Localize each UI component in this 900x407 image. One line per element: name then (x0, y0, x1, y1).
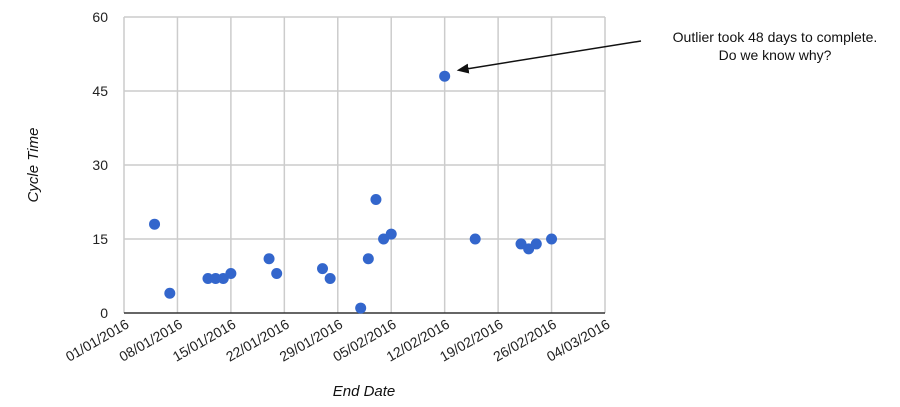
y-tick-label: 60 (92, 9, 108, 25)
data-point (317, 263, 329, 275)
data-point (164, 287, 176, 299)
annotation-text: Outlier took 48 days to complete. (673, 29, 878, 45)
data-point (530, 238, 542, 250)
data-point (546, 233, 558, 245)
data-point (225, 268, 237, 280)
y-tick-label: 15 (92, 231, 108, 247)
annotation-text: Do we know why? (719, 47, 832, 63)
data-point (202, 272, 214, 284)
data-point (355, 302, 367, 314)
data-point (385, 228, 397, 240)
data-points (149, 70, 558, 314)
data-point (469, 233, 481, 245)
data-point (439, 70, 451, 82)
data-point (370, 194, 382, 206)
data-point (149, 218, 161, 230)
x-axis-title: End Date (333, 383, 396, 400)
data-point (362, 253, 374, 265)
data-point (210, 272, 222, 284)
data-point (324, 272, 336, 284)
data-point (271, 268, 283, 280)
annotation-arrow (456, 40, 642, 74)
data-point (263, 253, 275, 265)
grid (123, 16, 606, 313)
y-axis-title: Cycle Time (25, 128, 42, 203)
y-tick-label: 30 (92, 157, 108, 173)
y-tick-label: 0 (100, 305, 108, 321)
annotation: Outlier took 48 days to complete. Do we k… (456, 29, 878, 74)
y-tick-label: 45 (92, 83, 108, 99)
